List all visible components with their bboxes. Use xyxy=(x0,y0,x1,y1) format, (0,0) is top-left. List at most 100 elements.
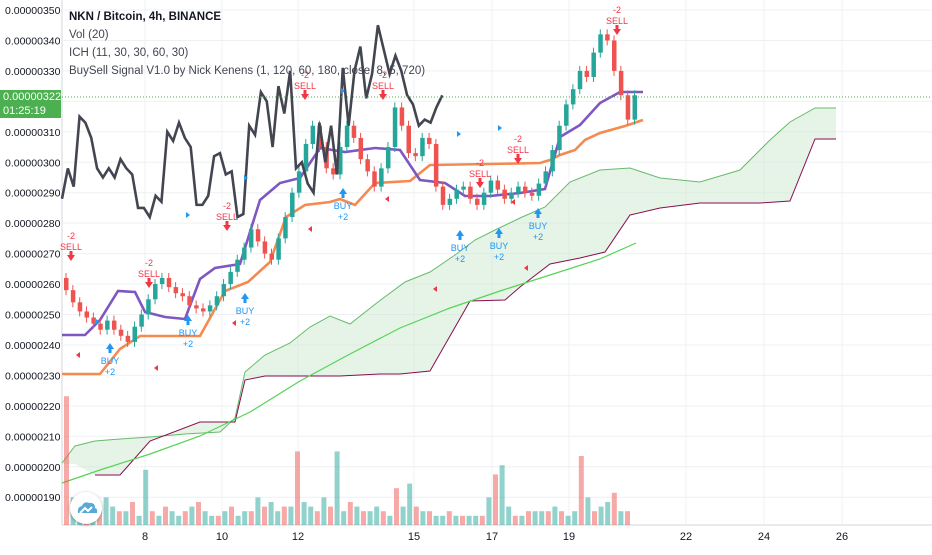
candle-body xyxy=(262,241,268,254)
direction-right-icon xyxy=(96,319,100,325)
candle-body xyxy=(413,153,418,157)
x-tick-label: 15 xyxy=(408,531,420,543)
buy-signal-marker: BUY+2 xyxy=(490,228,508,262)
buy-signal-value: +2 xyxy=(240,317,250,327)
candle-body xyxy=(612,40,617,71)
buy-signal-label: BUY xyxy=(101,356,120,366)
candle-body xyxy=(536,183,542,196)
volume-bar xyxy=(506,506,512,525)
volume-bar xyxy=(97,511,102,525)
candle-body xyxy=(255,229,261,242)
close-price-line xyxy=(60,24,444,221)
candle-body xyxy=(557,125,562,151)
legend-symbol-title[interactable]: NKN / Bitcoin, 4h, BINANCE xyxy=(69,11,222,23)
sell-signal-value: -2 xyxy=(613,5,621,15)
y-tick-label: 0.00000210 xyxy=(5,431,61,443)
buy-signal-label: BUY xyxy=(236,306,255,316)
volume-bar xyxy=(427,511,432,525)
volume-bar xyxy=(479,515,485,525)
candle-body xyxy=(235,259,240,272)
volume-bar xyxy=(248,511,254,525)
candle-body xyxy=(310,125,316,144)
volume-bar xyxy=(519,515,525,525)
candle-body xyxy=(207,305,213,312)
y-tick-label: 0.00000300 xyxy=(5,157,61,169)
volume-bar xyxy=(281,506,287,525)
y-tick-label: 0.00000310 xyxy=(5,127,61,139)
candle-body xyxy=(550,150,555,172)
volume-bar xyxy=(387,515,393,525)
candle-body xyxy=(358,137,364,160)
sell-signal-label: SELL xyxy=(606,16,628,26)
candle-body xyxy=(454,189,459,199)
y-tick-label: 0.00000260 xyxy=(5,279,61,291)
candle-body xyxy=(91,317,96,324)
sell-signal-value: -2 xyxy=(67,231,75,241)
candle-body xyxy=(173,287,179,294)
volume-bar xyxy=(407,483,413,525)
candle-body xyxy=(228,271,233,285)
volume-bar xyxy=(361,511,366,525)
volume-bar xyxy=(453,515,459,525)
candle-body xyxy=(433,143,439,187)
legend-volume[interactable]: Vol (20) xyxy=(69,29,109,41)
buy-signal-label: BUY xyxy=(179,328,198,338)
candle-body xyxy=(509,192,514,199)
volume-bar xyxy=(605,502,611,525)
candle-body xyxy=(194,305,199,309)
direction-left-icon xyxy=(524,265,528,271)
volume-bar xyxy=(275,511,281,525)
x-tick-label: 17 xyxy=(486,531,498,543)
sell-arrow-icon xyxy=(514,154,522,164)
candle-body xyxy=(440,186,446,205)
direction-left-icon xyxy=(511,199,515,205)
volume-bar xyxy=(182,511,188,525)
sell-signal-label: SELL xyxy=(372,81,394,91)
y-tick-label: 0.00000230 xyxy=(5,370,61,382)
buy-signal-label: BUY xyxy=(451,243,470,253)
x-tick-label: 26 xyxy=(836,531,848,543)
candle-body xyxy=(70,290,76,303)
candle-body xyxy=(180,293,185,297)
candle-body xyxy=(372,171,377,187)
volume-bar xyxy=(255,497,261,525)
buy-signal-value: +2 xyxy=(455,254,465,264)
candle-body xyxy=(331,168,336,175)
y-tick-label: 0.00000330 xyxy=(5,66,61,78)
buy-arrow-icon xyxy=(184,315,192,325)
volume-bar xyxy=(545,511,551,525)
candle-body xyxy=(221,284,227,297)
volume-bar xyxy=(446,511,452,525)
volume-bar xyxy=(532,511,538,525)
volume-bar xyxy=(473,515,479,525)
x-tick-label: 19 xyxy=(563,531,575,543)
candle-body xyxy=(64,277,69,291)
y-tick-label: 0.00000240 xyxy=(5,340,61,352)
volume-bar xyxy=(420,511,426,525)
candle-body xyxy=(447,198,453,205)
volume-bar xyxy=(625,511,630,525)
candle-body xyxy=(379,168,384,187)
y-tick-label: 0.00000290 xyxy=(5,188,61,200)
candle-body xyxy=(406,125,411,154)
candle-body xyxy=(392,107,398,148)
volume-bar xyxy=(288,506,294,525)
volume-bar xyxy=(222,511,228,525)
volume-bar xyxy=(308,506,314,525)
sell-signal-label: SELL xyxy=(216,212,238,222)
legend-ichimoku[interactable]: ICH (11, 30, 30, 60, 30) xyxy=(69,47,189,59)
volume-bar xyxy=(149,511,155,525)
buy-signal-marker: BUY+2 xyxy=(334,188,352,222)
y-tick-label: 0.00000340 xyxy=(5,35,61,47)
tradingview-logo[interactable] xyxy=(70,492,102,524)
volume-bar xyxy=(565,515,571,525)
legend-buysell-indicator[interactable]: BuySell Signal V1.0 by Nick Kenens (1, 1… xyxy=(69,65,426,77)
candle-body xyxy=(427,137,432,144)
sell-signal-label: SELL xyxy=(60,242,82,252)
candle-body xyxy=(344,125,350,148)
volume-bar xyxy=(110,506,116,525)
